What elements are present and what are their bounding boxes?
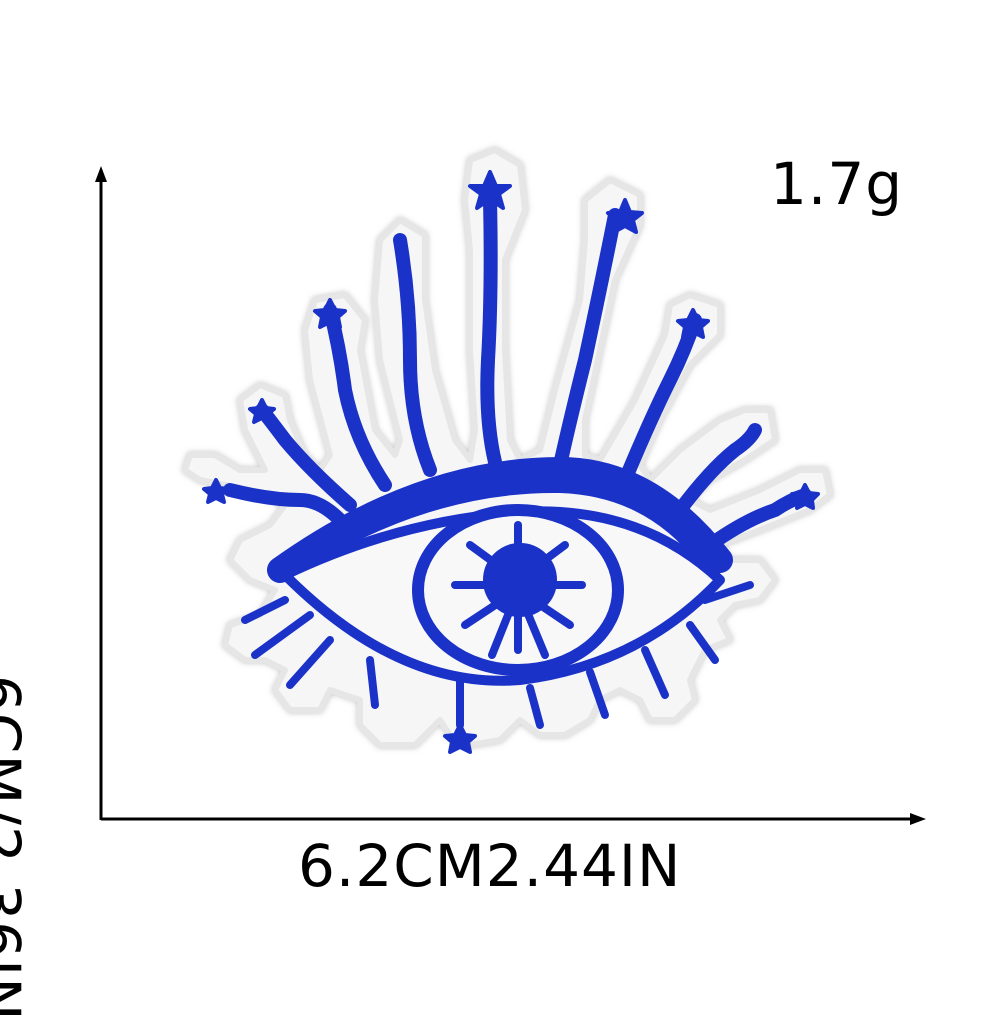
patch-illustration	[95, 147, 926, 825]
weight-label: 1.7g	[770, 150, 904, 218]
dimension-axes	[95, 166, 926, 825]
eye-embroidery	[202, 170, 820, 754]
product-image: 1.7g 6CM/2.36IN 6.2CM2.44IN	[0, 147, 926, 1022]
height-dimension-label: 6CM/2.36IN	[0, 675, 33, 1022]
width-dimension-label: 6.2CM2.44IN	[298, 832, 682, 900]
